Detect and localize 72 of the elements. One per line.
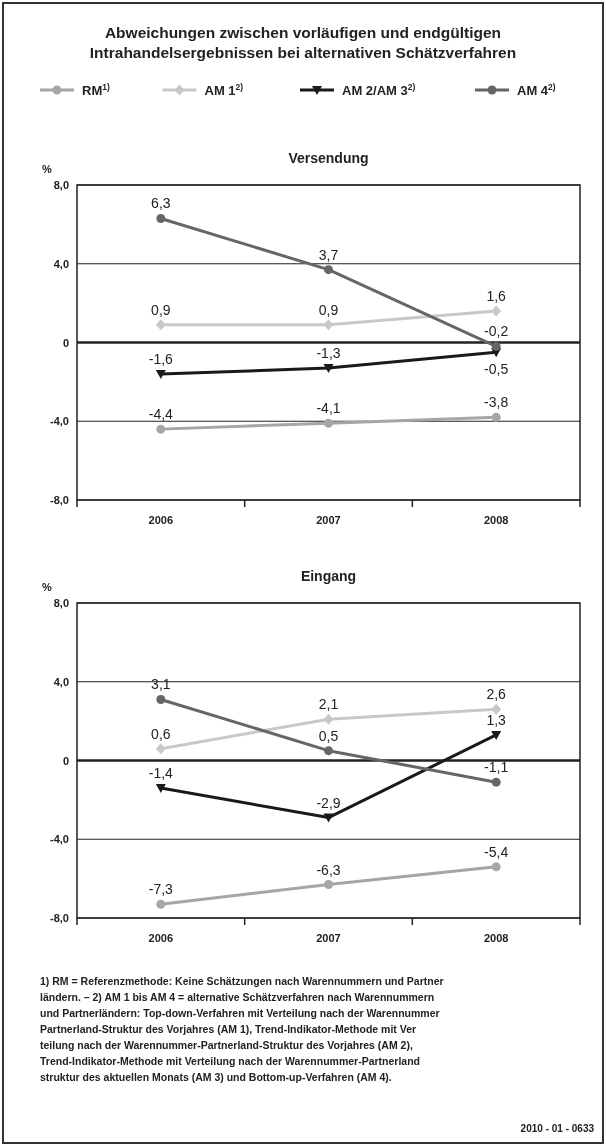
chart-subtitle: Eingang — [300, 568, 357, 584]
y-tick-label: 4,0 — [53, 675, 69, 688]
point — [155, 743, 166, 755]
text: 2010 - 01 - 0633 — [520, 1123, 595, 1134]
data-label: -1,4 — [148, 765, 174, 782]
data-label: -5,4 — [484, 843, 509, 860]
point — [491, 777, 501, 787]
point — [323, 364, 334, 374]
data-label: 1,3 — [486, 711, 507, 728]
point — [155, 319, 166, 331]
x-tick-label: 2007 — [316, 932, 341, 944]
x-tick-label: 2006 — [148, 514, 174, 526]
point — [324, 880, 333, 890]
x-tick-label: 2007 — [316, 514, 341, 526]
data-label: 0,9 — [318, 301, 339, 318]
data-label: 2,1 — [318, 696, 339, 713]
data-label: -0,2 — [484, 323, 509, 340]
data-label: 6,3 — [151, 195, 171, 212]
data-label: -7,3 — [148, 881, 174, 898]
y-axis-title: % — [42, 163, 53, 175]
y-tick-label: 0 — [62, 754, 69, 767]
data-label: 0,6 — [151, 725, 171, 742]
chart-subtitle: Versendung — [288, 150, 369, 166]
y-tick-label: -8,0 — [50, 494, 69, 506]
y-tick-label: -8,0 — [50, 912, 69, 924]
point — [155, 370, 166, 379]
data-label: 1,6 — [486, 288, 507, 304]
point — [491, 341, 501, 351]
point — [491, 412, 501, 422]
data-label: -0,5 — [484, 361, 509, 378]
point — [324, 265, 333, 275]
legend-label: RM$^{1)}$ — [82, 82, 110, 98]
y-tick-label: 8,0 — [53, 179, 69, 191]
point — [156, 694, 166, 704]
data-label: -4,4 — [148, 406, 174, 423]
data-label: 0,5 — [318, 727, 339, 744]
data-label: -1,3 — [316, 345, 341, 362]
point — [323, 713, 334, 725]
data-label: -1,1 — [484, 759, 509, 776]
data-label: -2,9 — [316, 794, 341, 811]
x-tick-label: 2006 — [148, 932, 174, 944]
point — [491, 703, 502, 715]
point — [324, 418, 333, 428]
point — [491, 862, 501, 872]
data-label: -3,8 — [484, 394, 509, 411]
point — [324, 746, 333, 756]
x-tick-label: 2008 — [483, 932, 509, 944]
text: 1) RM = Referenzmethode: Keine Schätzungen nach Warennummern und Partner ländern. – 2) AM 1 bis AM 4 = alternative Schätzverfahren nach Warennummern und Partnerländern: Top-down-Verfahren mit Verteilung nach der Warennummer Partnerland-Struktur des Vorjahres (AM 1), Trend-Indikator-Methode mit Ver teilung nach der Warennummer-Partnerland-Struktur des Vorjahres (AM 2), Trend-Indikator-Methode mit Verteilung nach der Warennummer-Partnerland struktur des aktuellen Monats (AM 3) und Bottom-up-Verfahren (AM 4). — [40, 975, 444, 1083]
point — [156, 213, 166, 223]
data-label: 2,6 — [486, 686, 507, 703]
data-label: -6,3 — [316, 861, 341, 878]
point — [156, 899, 166, 909]
y-axis-title: % — [42, 581, 53, 593]
chart-title: Abweichungen zwischen vorläufigen und endgültigen Intrahandelsergebnissen bei alternativen Schätzverfahren — [89, 24, 517, 61]
legend-label: AM 1$^{2)}$ — [204, 82, 244, 98]
y-tick-label: -4,0 — [50, 833, 69, 846]
point — [155, 784, 166, 794]
x-tick-label: 2008 — [483, 514, 509, 526]
point — [491, 730, 502, 740]
point — [323, 813, 334, 823]
y-tick-label: 8,0 — [53, 597, 69, 609]
data-label: -4,1 — [316, 400, 341, 417]
y-tick-label: 4,0 — [53, 257, 69, 270]
legend-label: AM 4$^{2)}$ — [517, 82, 556, 98]
data-label: -1,6 — [148, 351, 174, 367]
y-tick-label: 0 — [62, 336, 69, 349]
data-label: 3,7 — [318, 246, 339, 263]
y-tick-label: -4,0 — [50, 415, 69, 428]
legend-label: AM 2/AM 3$^{2)}$ — [342, 82, 416, 98]
data-label: 0,9 — [151, 301, 171, 318]
point — [156, 424, 166, 434]
point — [491, 305, 502, 317]
